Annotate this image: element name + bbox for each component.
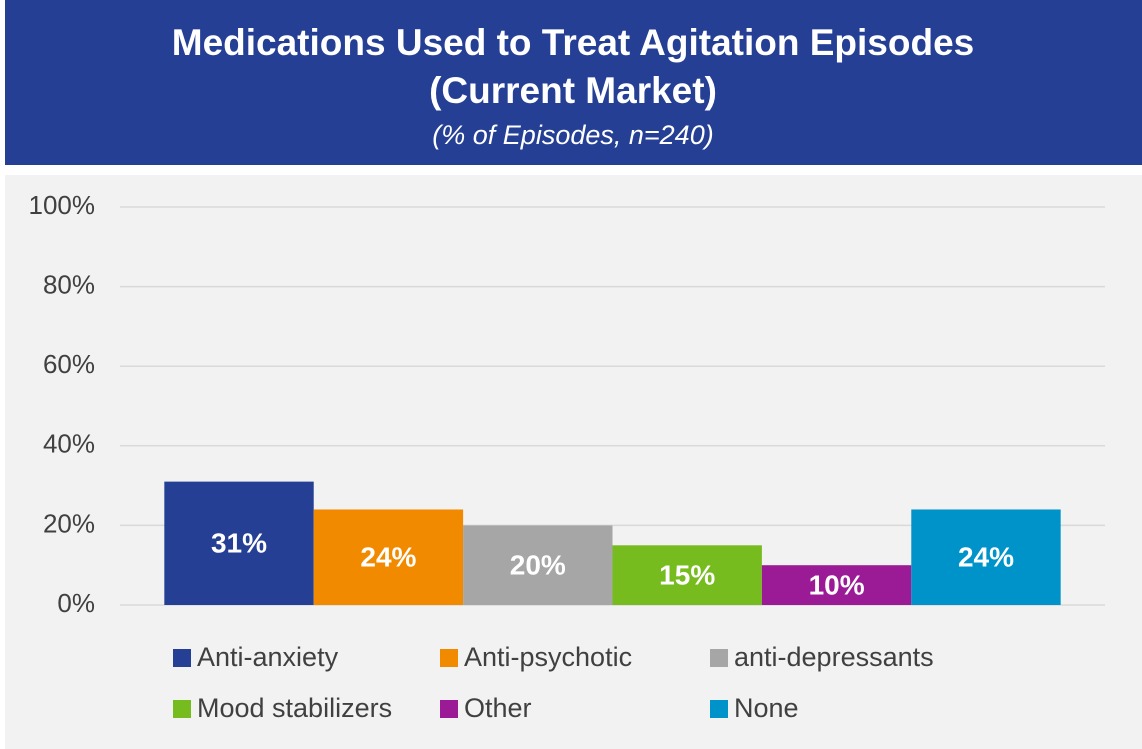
y-tick-label: 20% bbox=[43, 508, 95, 538]
chart-subtitle: (% of Episodes, n=240) bbox=[432, 120, 713, 150]
y-tick-label: 80% bbox=[43, 269, 95, 299]
bar bbox=[761, 565, 912, 605]
legend-swatch bbox=[710, 649, 728, 667]
legend-label: Other bbox=[464, 693, 532, 723]
bar bbox=[463, 525, 613, 605]
legend-label: None bbox=[734, 693, 799, 723]
legend-label: Mood stabilizers bbox=[197, 693, 392, 723]
y-tick-label: 60% bbox=[43, 349, 95, 379]
plot-panel bbox=[5, 175, 1142, 749]
bar bbox=[313, 509, 464, 605]
value-label: 24% bbox=[958, 542, 1014, 573]
legend-swatch bbox=[173, 649, 191, 667]
legend-label: Anti-psychotic bbox=[464, 642, 632, 672]
y-tick-label: 100% bbox=[29, 190, 96, 220]
chart-title-line2: (Current Market) bbox=[429, 70, 717, 111]
bar bbox=[911, 509, 1061, 605]
legend-swatch bbox=[173, 700, 191, 718]
value-label: 15% bbox=[659, 560, 715, 591]
y-tick-label: 40% bbox=[43, 429, 95, 459]
legend-label: Anti-anxiety bbox=[197, 642, 339, 672]
legend-swatch bbox=[440, 649, 458, 667]
value-label: 31% bbox=[211, 528, 267, 559]
bar bbox=[612, 545, 762, 605]
bar bbox=[164, 481, 314, 605]
y-tick-label: 0% bbox=[57, 588, 95, 618]
chart-title: Medications Used to Treat Agitation Epis… bbox=[172, 22, 974, 63]
value-label: 10% bbox=[809, 569, 865, 600]
legend-swatch bbox=[710, 700, 728, 718]
legend-swatch bbox=[440, 700, 458, 718]
header-band bbox=[5, 0, 1142, 165]
value-label: 20% bbox=[510, 550, 566, 581]
value-label: 24% bbox=[360, 542, 416, 573]
legend-label: anti-depressants bbox=[734, 642, 934, 672]
